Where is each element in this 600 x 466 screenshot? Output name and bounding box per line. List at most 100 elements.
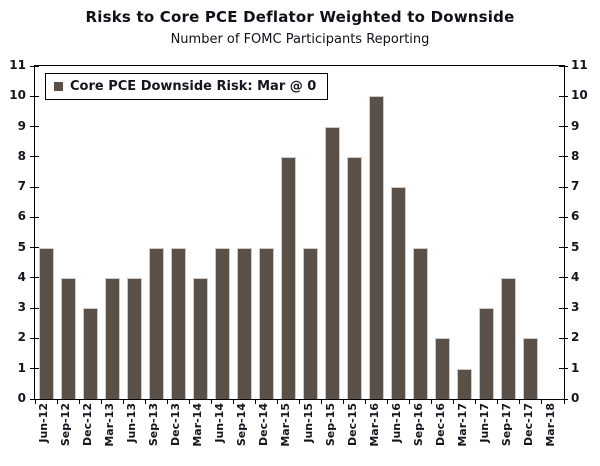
y-tick-label-left: 11 — [9, 58, 26, 72]
bar-Mar-16 — [369, 96, 385, 399]
x-tick-mark — [100, 399, 102, 404]
x-label-Sep-17: Sep-17 — [499, 403, 513, 447]
bar-Sep-12 — [60, 277, 76, 399]
x-tick-mark — [453, 399, 455, 404]
bar-Sep-13 — [148, 247, 164, 399]
x-label-Dec-16: Dec-16 — [433, 403, 447, 446]
y-tick-label-left: 10 — [9, 88, 26, 103]
chart-subtitle: Number of FOMC Participants Reporting — [170, 32, 430, 47]
bar-Mar-17 — [457, 368, 473, 399]
y-tick-label-right: 2 — [571, 330, 580, 345]
y-tick-label-right: 7 — [571, 179, 580, 194]
legend: Core PCE Downside Risk: Mar @ 0 — [45, 73, 329, 100]
bar-Sep-17 — [501, 277, 517, 399]
y-tick-label-right: 8 — [571, 148, 580, 163]
bar-Mar-13 — [104, 277, 120, 399]
left-tick-mark — [30, 95, 39, 97]
x-label-Sep-12: Sep-12 — [59, 403, 73, 447]
legend-marker-icon — [54, 82, 63, 91]
x-label-Sep-14: Sep-14 — [235, 403, 249, 447]
x-tick-mark — [321, 399, 323, 404]
x-tick-mark — [343, 399, 345, 404]
bar-Mar-15 — [280, 156, 296, 399]
bar-Jun-14 — [214, 247, 230, 399]
y-tick-label-left: 3 — [17, 300, 26, 315]
bar-Dec-15 — [347, 156, 363, 399]
x-label-Mar-13: Mar-13 — [103, 403, 117, 447]
bar-Sep-15 — [325, 126, 341, 399]
y-tick-label-left: 7 — [17, 179, 26, 194]
y-tick-label-left: 2 — [17, 330, 26, 345]
y-tick-label-left: 0 — [17, 391, 26, 405]
x-label-Sep-16: Sep-16 — [411, 403, 425, 447]
bar-Jun-12 — [38, 247, 54, 399]
x-label-Sep-13: Sep-13 — [147, 403, 161, 447]
x-label-Dec-15: Dec-15 — [345, 403, 359, 446]
right-tick-mark — [559, 337, 568, 339]
x-tick-mark — [299, 399, 300, 404]
legend-label: Core PCE Downside Risk: Mar @ 0 — [70, 79, 317, 94]
y-tick-label-right: 6 — [571, 209, 580, 224]
left-tick-mark — [30, 156, 39, 158]
plot-area: Core PCE Downside Risk: Mar @ 0 — [30, 65, 568, 404]
bar-Jun-17 — [479, 308, 495, 399]
x-tick-mark — [144, 399, 146, 404]
x-tick-mark — [56, 399, 58, 404]
x-tick-mark — [34, 399, 36, 404]
x-label-Mar-15: Mar-15 — [279, 403, 293, 447]
x-tick-mark — [365, 399, 367, 404]
x-tick-mark — [563, 399, 565, 404]
x-tick-mark — [475, 399, 477, 404]
y-tick-label-right: 4 — [571, 269, 580, 284]
left-tick-mark — [30, 307, 39, 309]
x-label-Sep-15: Sep-15 — [323, 403, 337, 447]
right-tick-mark — [559, 126, 568, 128]
x-label-Jun-16: Jun-16 — [389, 403, 403, 443]
left-tick-mark — [30, 277, 39, 279]
bar-Jun-16 — [391, 187, 407, 399]
x-tick-mark — [541, 399, 543, 404]
right-tick-mark — [559, 368, 568, 370]
x-tick-mark — [276, 399, 278, 404]
x-label-Jun-14: Jun-14 — [213, 403, 227, 443]
x-label-Dec-14: Dec-14 — [257, 403, 271, 446]
right-tick-mark — [559, 277, 568, 279]
y-tick-label-left: 1 — [17, 360, 26, 375]
x-tick-mark — [166, 399, 168, 404]
right-tick-mark — [559, 247, 568, 249]
left-tick-mark — [30, 186, 39, 188]
left-tick-mark — [30, 126, 39, 128]
x-tick-mark — [497, 399, 499, 404]
bar-Sep-16 — [413, 247, 429, 399]
y-tick-label-left: 6 — [17, 209, 26, 224]
y-tick-label-left: 8 — [17, 148, 26, 163]
x-tick-mark — [431, 399, 433, 404]
right-tick-mark — [559, 65, 568, 67]
y-tick-label-right: 5 — [571, 239, 580, 254]
y-tick-label-right: 10 — [571, 88, 588, 103]
y-tick-label-right: 0 — [571, 391, 580, 405]
left-tick-mark — [30, 337, 39, 339]
y-tick-label-right: 3 — [571, 300, 580, 315]
y-tick-label-right: 1 — [571, 360, 580, 375]
left-tick-mark — [30, 65, 39, 67]
x-label-Mar-16: Mar-16 — [367, 403, 381, 447]
y-tick-label-left: 5 — [17, 239, 26, 254]
y-tick-label-left: 9 — [17, 118, 26, 133]
x-label-Jun-12: Jun-12 — [37, 403, 51, 443]
x-label-Dec-13: Dec-13 — [169, 403, 183, 446]
x-tick-mark — [387, 399, 389, 404]
y-tick-label-right: 11 — [571, 58, 588, 72]
left-tick-mark — [30, 247, 39, 249]
bar-Dec-16 — [435, 338, 451, 399]
left-tick-mark — [30, 368, 39, 370]
x-tick-mark — [188, 399, 190, 404]
x-label-Dec-17: Dec-17 — [521, 403, 535, 446]
x-tick-mark — [78, 399, 80, 404]
x-label-Mar-17: Mar-17 — [455, 403, 469, 447]
x-tick-mark — [519, 399, 521, 404]
x-label-Mar-14: Mar-14 — [191, 403, 205, 447]
right-tick-mark — [559, 95, 568, 97]
bar-Jun-15 — [303, 247, 319, 399]
